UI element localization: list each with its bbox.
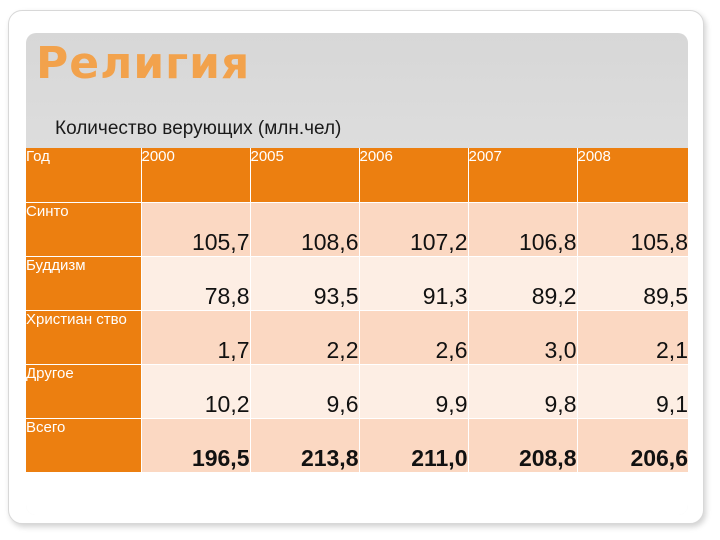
table-header-row: Год 2000 2005 2006 2007 2008 [26,148,688,203]
table-cell: 107,2 [358,202,468,257]
header-cell: 2000 [141,148,251,203]
row-label: Всего [26,418,141,472]
row-label: Буддизм [26,256,141,311]
table-cell: 206,6 [576,418,688,472]
table-cell: 9,9 [358,364,468,419]
slide-title: Религия [36,38,251,89]
table-row: Другое 10,2 9,6 9,9 9,8 9,1 [26,364,688,419]
table-cell: 105,8 [576,202,688,257]
row-label: Синто [26,202,141,257]
table-cell: 108,6 [249,202,359,257]
table-cell: 9,1 [576,364,688,419]
row-label: Христиан ство [26,310,141,365]
table-row-total: Всего 196,5 213,8 211,0 208,8 206,6 [26,418,688,472]
table-cell: 93,5 [249,256,359,311]
table-cell: 89,2 [467,256,577,311]
table-cell: 78,8 [140,256,250,311]
table-row: Буддизм 78,8 93,5 91,3 89,2 89,5 [26,256,688,311]
believers-table: Год 2000 2005 2006 2007 2008 Синто 105,7… [26,148,688,472]
table-cell: 9,8 [467,364,577,419]
table-cell: 208,8 [467,418,577,472]
table-cell: 3,0 [467,310,577,365]
table-cell: 2,2 [249,310,359,365]
table-cell: 91,3 [358,256,468,311]
header-cell: 2006 [359,148,469,203]
table-row: Христиан ство 1,7 2,2 2,6 3,0 2,1 [26,310,688,365]
slide-subtitle: Количество верующих (млн.чел) [55,118,342,139]
header-cell: 2008 [577,148,688,203]
header-cell-year-label: Год [26,148,142,203]
table-cell: 89,5 [576,256,688,311]
table-cell: 196,5 [140,418,250,472]
table-cell: 106,8 [467,202,577,257]
table-cell: 211,0 [358,418,468,472]
header-cell: 2005 [250,148,360,203]
table-cell: 9,6 [249,364,359,419]
row-label: Другое [26,364,141,419]
table-cell: 10,2 [140,364,250,419]
table-cell: 2,6 [358,310,468,365]
table-cell: 2,1 [576,310,688,365]
table-cell: 1,7 [140,310,250,365]
table-row: Синто 105,7 108,6 107,2 106,8 105,8 [26,202,688,257]
table-cell: 213,8 [249,418,359,472]
table-cell: 105,7 [140,202,250,257]
header-cell: 2007 [468,148,578,203]
